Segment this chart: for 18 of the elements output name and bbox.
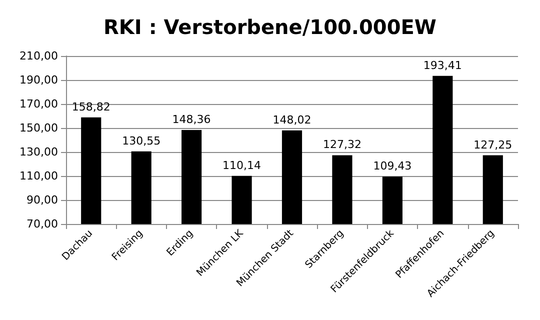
y-tick-label: 170,00 <box>20 98 58 110</box>
data-label: 127,25 <box>474 138 512 152</box>
data-label: 148,36 <box>172 112 211 126</box>
y-tick-label: 90,00 <box>26 194 58 206</box>
y-tick-label: 210,00 <box>20 50 58 62</box>
data-label: 193,41 <box>423 58 462 72</box>
y-tick-label: 130,00 <box>20 146 58 158</box>
y-tick-label: 190,00 <box>20 74 58 86</box>
data-label: 148,02 <box>272 113 312 126</box>
chart-title: RKI : Verstorbene/100.000EW <box>104 15 436 39</box>
data-label: 127,32 <box>322 138 362 152</box>
data-label: 158,82 <box>72 100 110 114</box>
data-label: 110,14 <box>222 158 262 172</box>
data-label: 130,55 <box>122 134 161 148</box>
y-tick-label: 150,00 <box>20 122 58 134</box>
y-tick-label: 110,00 <box>20 170 58 182</box>
data-label: 109,43 <box>373 160 412 173</box>
y-tick-label: 70,00 <box>26 218 58 230</box>
